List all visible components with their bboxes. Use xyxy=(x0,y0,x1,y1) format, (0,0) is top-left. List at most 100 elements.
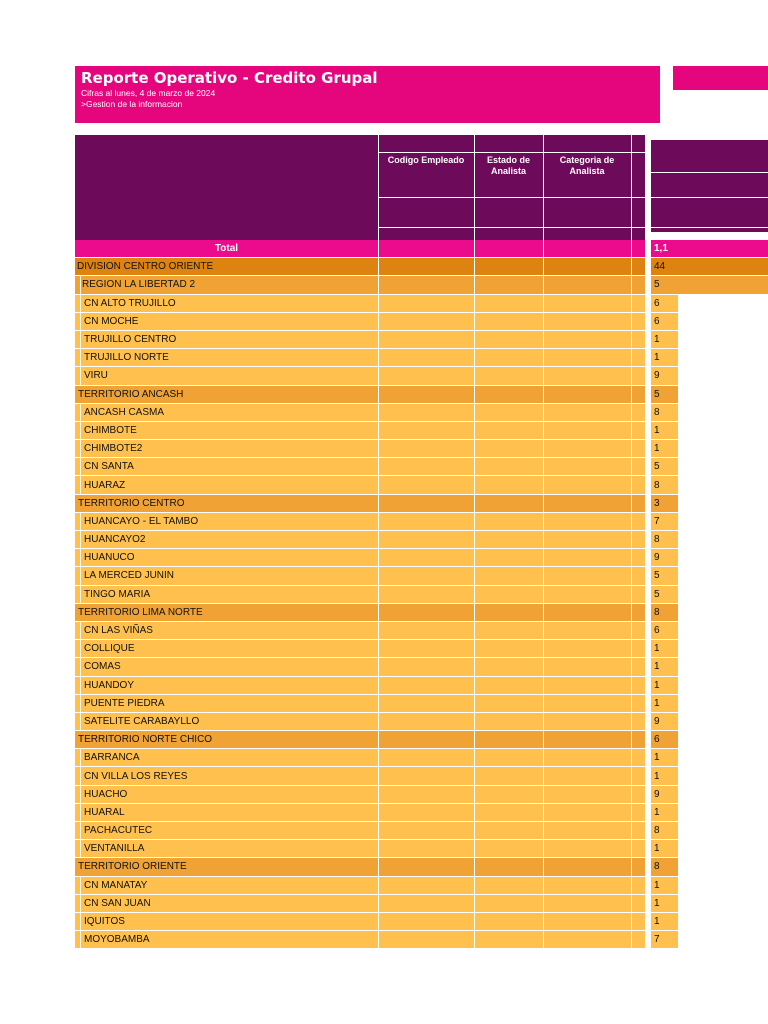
spacer-cell[interactable] xyxy=(631,549,645,568)
categoria-analista-cell[interactable] xyxy=(543,785,631,804)
codigo-empleado-cell[interactable] xyxy=(378,694,474,713)
spacer-cell[interactable] xyxy=(631,912,645,932)
spacer-cell[interactable] xyxy=(631,676,645,695)
spacer-cell[interactable] xyxy=(631,494,645,513)
row-label-cell[interactable]: HUANDOY xyxy=(75,676,378,695)
estado-analista-cell[interactable] xyxy=(474,694,543,713)
estado-analista-cell[interactable] xyxy=(474,458,543,477)
row-value-cell[interactable]: 1 xyxy=(651,876,678,895)
row-value-cell[interactable]: 8 xyxy=(651,858,678,877)
row-label-cell[interactable]: TRUJILLO CENTRO xyxy=(75,330,378,350)
row-value-cell[interactable]: 5 xyxy=(651,458,678,477)
codigo-empleado-cell[interactable] xyxy=(378,440,474,459)
codigo-empleado-cell[interactable] xyxy=(378,349,474,368)
row-value-cell[interactable]: 8 xyxy=(651,822,678,841)
codigo-empleado-cell[interactable] xyxy=(378,858,474,877)
estado-analista-cell[interactable] xyxy=(474,894,543,913)
row-label-cell[interactable]: LA MERCED JUNIN xyxy=(75,567,378,586)
estado-analista-cell[interactable] xyxy=(474,349,543,368)
estado-analista-cell[interactable] xyxy=(474,767,543,786)
estado-analista-cell[interactable] xyxy=(474,258,543,277)
row-label-cell[interactable]: TRUJILLO NORTE xyxy=(75,349,378,368)
row-value-cell[interactable]: 1 xyxy=(651,694,678,713)
spacer-cell[interactable] xyxy=(631,531,645,550)
spacer-cell[interactable] xyxy=(631,458,645,477)
estado-analista-cell[interactable] xyxy=(474,330,543,350)
codigo-empleado-cell[interactable] xyxy=(378,767,474,786)
spacer-cell[interactable] xyxy=(631,876,645,895)
row-value-cell[interactable]: 5 xyxy=(651,585,678,604)
estado-analista-cell[interactable] xyxy=(474,440,543,459)
spacer-cell[interactable] xyxy=(631,421,645,441)
categoria-analista-cell[interactable] xyxy=(543,421,631,441)
estado-analista-cell[interactable] xyxy=(474,567,543,586)
row-label-cell[interactable]: IQUITOS xyxy=(75,912,378,932)
row-value-cell[interactable]: 9 xyxy=(651,367,678,386)
categoria-analista-cell[interactable] xyxy=(543,549,631,568)
estado-analista-cell[interactable] xyxy=(474,621,543,641)
spacer-cell[interactable] xyxy=(631,931,645,950)
spacer-cell[interactable] xyxy=(631,803,645,822)
row-value-cell[interactable]: 1 xyxy=(651,349,678,368)
categoria-analista-cell[interactable] xyxy=(543,385,631,404)
row-label-cell[interactable]: CN LAS VIÑAS xyxy=(75,621,378,641)
row-label-cell[interactable]: SATELITE CARABAYLLO xyxy=(75,712,378,732)
spacer-cell[interactable] xyxy=(631,658,645,677)
row-label-cell[interactable]: CN MOCHE xyxy=(75,312,378,331)
spacer-cell[interactable] xyxy=(631,512,645,531)
spacer-cell[interactable] xyxy=(631,349,645,368)
spacer-cell[interactable] xyxy=(631,621,645,641)
row-label-cell[interactable]: HUARAL xyxy=(75,803,378,822)
categoria-analista-cell[interactable] xyxy=(543,403,631,422)
codigo-empleado-cell[interactable] xyxy=(378,258,474,277)
categoria-analista-cell[interactable] xyxy=(543,640,631,659)
row-label-cell[interactable]: COLLIQUE xyxy=(75,640,378,659)
spacer-cell[interactable] xyxy=(631,840,645,859)
spacer-cell[interactable] xyxy=(631,712,645,732)
categoria-analista-cell[interactable] xyxy=(543,294,631,313)
categoria-analista-cell[interactable] xyxy=(543,531,631,550)
row-label-cell[interactable]: ANCASH CASMA xyxy=(75,403,378,422)
row-label-cell[interactable]: HUANCAYO2 xyxy=(75,531,378,550)
spacer-cell[interactable] xyxy=(631,785,645,804)
categoria-analista-cell[interactable] xyxy=(543,458,631,477)
spacer-cell[interactable] xyxy=(631,749,645,768)
codigo-empleado-cell[interactable] xyxy=(378,894,474,913)
row-label-cell[interactable]: COMAS xyxy=(75,658,378,677)
categoria-analista-cell[interactable] xyxy=(543,822,631,841)
categoria-analista-cell[interactable] xyxy=(543,312,631,331)
row-label-cell[interactable]: DIVISION CENTRO ORIENTE xyxy=(75,258,378,277)
categoria-analista-cell[interactable] xyxy=(543,840,631,859)
categoria-analista-cell[interactable] xyxy=(543,603,631,622)
row-value-cell[interactable]: 9 xyxy=(651,712,678,732)
codigo-empleado-cell[interactable] xyxy=(378,603,474,622)
row-label-cell[interactable]: CN VILLA LOS REYES xyxy=(75,767,378,786)
codigo-empleado-cell[interactable] xyxy=(378,294,474,313)
categoria-analista-cell[interactable] xyxy=(543,330,631,350)
estado-analista-cell[interactable] xyxy=(474,822,543,841)
row-value-cell[interactable]: 1 xyxy=(651,840,678,859)
spacer-cell[interactable] xyxy=(631,894,645,913)
spacer-cell[interactable] xyxy=(631,476,645,495)
row-label-cell[interactable]: CHIMBOTE2 xyxy=(75,440,378,459)
row-label-cell[interactable]: VENTANILLA xyxy=(75,840,378,859)
row-value-cell[interactable]: 1 xyxy=(651,421,678,441)
spacer-cell[interactable] xyxy=(631,294,645,313)
row-value-cell[interactable]: 1 xyxy=(651,330,678,350)
row-label-cell[interactable]: BARRANCA xyxy=(75,749,378,768)
estado-analista-cell[interactable] xyxy=(474,803,543,822)
codigo-empleado-cell[interactable] xyxy=(378,876,474,895)
row-value-cell[interactable]: 1 xyxy=(651,767,678,786)
estado-analista-cell[interactable] xyxy=(474,676,543,695)
estado-analista-cell[interactable] xyxy=(474,731,543,750)
estado-analista-cell[interactable] xyxy=(474,276,543,295)
codigo-empleado-cell[interactable] xyxy=(378,549,474,568)
row-label-cell[interactable]: VIRU xyxy=(75,367,378,386)
codigo-empleado-cell[interactable] xyxy=(378,585,474,604)
estado-analista-cell[interactable] xyxy=(474,931,543,950)
codigo-empleado-cell[interactable] xyxy=(378,840,474,859)
estado-analista-cell[interactable] xyxy=(474,585,543,604)
categoria-analista-cell[interactable] xyxy=(543,349,631,368)
estado-analista-cell[interactable] xyxy=(474,785,543,804)
spacer-cell[interactable] xyxy=(631,367,645,386)
